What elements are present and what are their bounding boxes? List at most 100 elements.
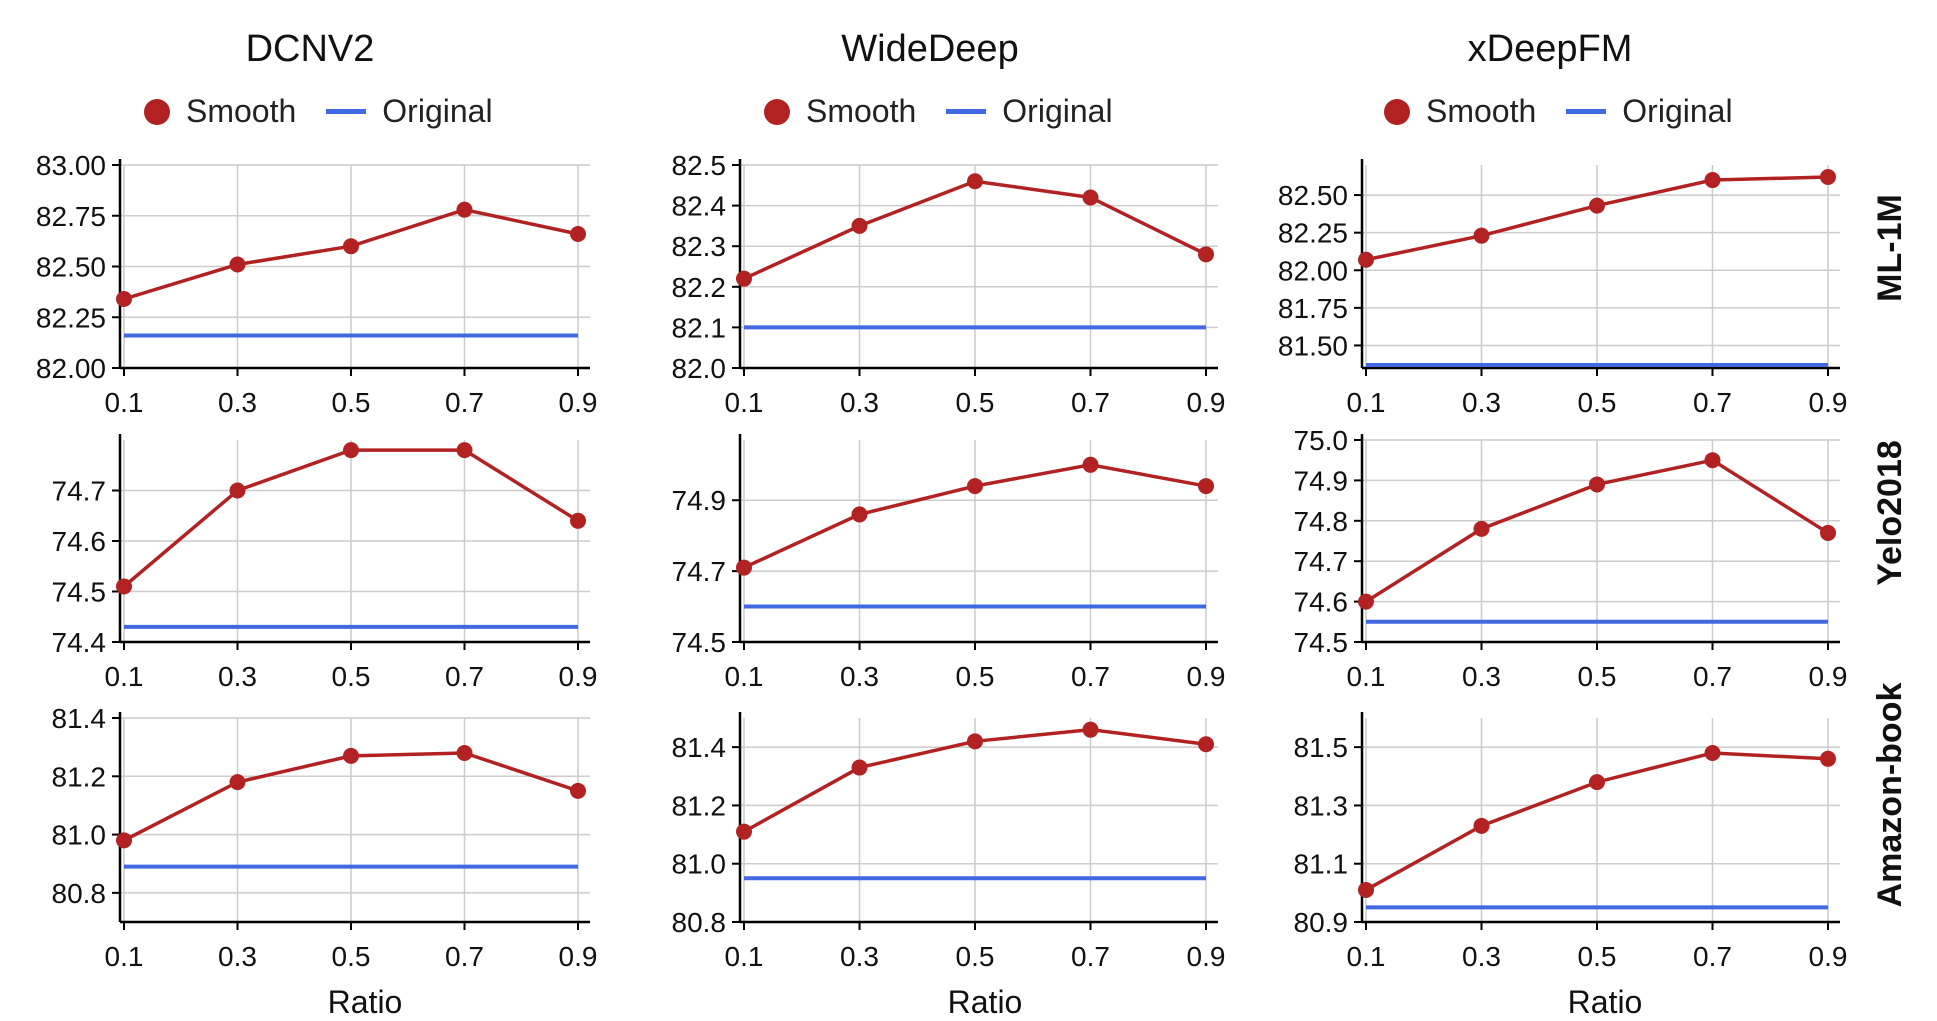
smooth-point-dcnv2-amazon-book-3 <box>456 744 473 761</box>
smooth-point-widedeep-amazon-book-2 <box>967 733 983 750</box>
x-tick-label-widedeep-yelo2018-0: 0.1 <box>725 661 764 692</box>
x-tick-label-dcnv2-yelo2018-2: 0.5 <box>332 661 371 692</box>
x-tick-label-widedeep-yelo2018-2: 0.5 <box>956 661 995 692</box>
legend-smooth-marker <box>764 98 790 125</box>
y-tick-label-dcnv2-amazon-book-2: 81.2 <box>52 761 107 792</box>
x-tick-label-widedeep-ml-1m-1: 0.3 <box>840 387 879 418</box>
smooth-point-dcnv2-amazon-book-2 <box>343 747 359 764</box>
x-tick-label-widedeep-ml-1m-3: 0.7 <box>1071 387 1110 418</box>
smooth-point-widedeep-amazon-book-1 <box>851 759 868 776</box>
legend-dcnv2: Smooth Original <box>144 93 493 130</box>
x-tick-label-xdeepfm-ml-1m-1: 0.3 <box>1462 387 1501 418</box>
x-tick-label-dcnv2-amazon-book-3: 0.7 <box>445 941 484 972</box>
column-title-dcnv2: DCNV2 <box>245 28 375 70</box>
smooth-point-dcnv2-yelo2018-0 <box>116 578 132 595</box>
legend-original-marker <box>1566 109 1607 114</box>
x-tick-label-widedeep-yelo2018-3: 0.7 <box>1071 661 1110 692</box>
legend-original-label: Original <box>1002 93 1113 129</box>
smooth-point-xdeepfm-amazon-book-0 <box>1358 881 1374 898</box>
y-tick-label-dcnv2-ml-1m-3: 82.75 <box>36 201 106 232</box>
smooth-point-widedeep-amazon-book-0 <box>736 823 752 840</box>
x-tick-label-dcnv2-ml-1m-3: 0.7 <box>445 387 484 418</box>
x-tick-label-widedeep-amazon-book-4: 0.9 <box>1187 941 1226 972</box>
smooth-point-xdeepfm-yelo2018-3 <box>1704 452 1721 469</box>
x-tick-label-xdeepfm-amazon-book-2: 0.5 <box>1578 941 1617 972</box>
smooth-point-xdeepfm-yelo2018-1 <box>1473 520 1490 537</box>
x-tick-label-xdeepfm-yelo2018-3: 0.7 <box>1693 661 1732 692</box>
x-tick-label-xdeepfm-ml-1m-3: 0.7 <box>1693 387 1732 418</box>
legend-smooth-label: Smooth <box>806 93 917 129</box>
y-tick-label-widedeep-ml-1m-5: 82.5 <box>672 150 727 181</box>
smooth-point-dcnv2-amazon-book-1 <box>229 774 246 791</box>
x-tick-label-widedeep-ml-1m-2: 0.5 <box>956 387 995 418</box>
smooth-point-dcnv2-yelo2018-3 <box>456 442 473 459</box>
x-tick-label-dcnv2-ml-1m-0: 0.1 <box>105 387 144 418</box>
smooth-point-xdeepfm-ml-1m-4 <box>1820 169 1836 186</box>
y-tick-label-widedeep-ml-1m-4: 82.4 <box>672 191 727 222</box>
x-tick-label-widedeep-yelo2018-1: 0.3 <box>840 661 879 692</box>
x-axis-label-widedeep: Ratio <box>947 984 1023 1020</box>
x-tick-label-xdeepfm-yelo2018-0: 0.1 <box>1347 661 1386 692</box>
smooth-point-widedeep-ml-1m-3 <box>1082 189 1099 206</box>
y-tick-label-widedeep-yelo2018-2: 74.9 <box>672 485 727 516</box>
smooth-point-widedeep-yelo2018-0 <box>736 559 752 576</box>
legend-original-marker <box>946 109 987 114</box>
y-tick-label-xdeepfm-yelo2018-4: 74.9 <box>1294 465 1349 496</box>
y-tick-label-xdeepfm-yelo2018-3: 74.8 <box>1294 506 1349 537</box>
x-tick-label-widedeep-amazon-book-0: 0.1 <box>725 941 764 972</box>
smooth-point-dcnv2-yelo2018-2 <box>343 442 359 459</box>
smooth-point-xdeepfm-amazon-book-1 <box>1473 817 1490 834</box>
y-tick-label-dcnv2-amazon-book-3: 81.4 <box>52 703 107 734</box>
y-tick-label-dcnv2-ml-1m-4: 83.00 <box>36 150 106 181</box>
smooth-point-dcnv2-ml-1m-1 <box>229 256 246 273</box>
x-tick-label-widedeep-amazon-book-3: 0.7 <box>1071 941 1110 972</box>
y-tick-label-xdeepfm-yelo2018-1: 74.6 <box>1294 587 1349 618</box>
y-tick-label-xdeepfm-amazon-book-0: 80.9 <box>1294 907 1349 938</box>
y-tick-label-widedeep-amazon-book-1: 81.0 <box>672 849 727 880</box>
legend-xdeepfm: Smooth Original <box>1384 93 1733 130</box>
legend-original-label: Original <box>382 93 493 129</box>
x-tick-label-dcnv2-yelo2018-1: 0.3 <box>218 661 257 692</box>
smooth-point-dcnv2-ml-1m-2 <box>343 238 359 255</box>
y-tick-label-xdeepfm-ml-1m-3: 82.25 <box>1278 218 1348 249</box>
y-tick-label-widedeep-yelo2018-0: 74.5 <box>672 627 727 658</box>
y-tick-label-widedeep-ml-1m-1: 82.1 <box>672 312 727 343</box>
smooth-point-widedeep-amazon-book-4 <box>1198 736 1214 753</box>
x-tick-label-dcnv2-yelo2018-4: 0.9 <box>559 661 598 692</box>
smooth-point-xdeepfm-amazon-book-2 <box>1589 774 1605 791</box>
x-tick-label-dcnv2-amazon-book-0: 0.1 <box>105 941 144 972</box>
smooth-point-xdeepfm-ml-1m-3 <box>1704 172 1721 189</box>
x-tick-label-xdeepfm-ml-1m-0: 0.1 <box>1347 387 1386 418</box>
smooth-point-widedeep-amazon-book-3 <box>1082 721 1099 738</box>
y-tick-label-xdeepfm-yelo2018-2: 74.7 <box>1294 546 1349 577</box>
y-tick-label-widedeep-ml-1m-0: 82.0 <box>672 353 727 384</box>
y-tick-label-dcnv2-yelo2018-1: 74.5 <box>52 577 107 608</box>
smooth-point-widedeep-yelo2018-1 <box>851 506 868 523</box>
x-tick-label-xdeepfm-yelo2018-2: 0.5 <box>1578 661 1617 692</box>
legend-smooth-marker <box>1384 98 1410 125</box>
x-tick-label-widedeep-ml-1m-0: 0.1 <box>725 387 764 418</box>
smooth-point-xdeepfm-amazon-book-4 <box>1820 750 1836 767</box>
y-tick-label-xdeepfm-ml-1m-1: 81.75 <box>1278 293 1348 324</box>
y-tick-label-xdeepfm-ml-1m-0: 81.50 <box>1278 330 1348 361</box>
smooth-point-xdeepfm-yelo2018-0 <box>1358 593 1374 610</box>
y-tick-label-widedeep-ml-1m-3: 82.3 <box>672 231 727 262</box>
smooth-point-widedeep-yelo2018-2 <box>967 478 983 495</box>
x-tick-label-dcnv2-yelo2018-3: 0.7 <box>445 661 484 692</box>
smooth-point-dcnv2-amazon-book-4 <box>570 782 586 799</box>
y-tick-label-dcnv2-yelo2018-2: 74.6 <box>52 526 107 557</box>
x-tick-label-widedeep-yelo2018-4: 0.9 <box>1187 661 1226 692</box>
y-tick-label-dcnv2-ml-1m-0: 82.00 <box>36 353 106 384</box>
y-tick-label-dcnv2-yelo2018-0: 74.4 <box>52 627 107 658</box>
y-tick-label-widedeep-amazon-book-3: 81.4 <box>672 732 727 763</box>
smooth-point-widedeep-ml-1m-1 <box>851 217 868 234</box>
smooth-point-widedeep-ml-1m-2 <box>967 173 983 190</box>
x-tick-label-widedeep-amazon-book-1: 0.3 <box>840 941 879 972</box>
legend-widedeep: Smooth Original <box>764 93 1113 130</box>
x-tick-label-dcnv2-amazon-book-4: 0.9 <box>559 941 598 972</box>
x-axis-label-xdeepfm: Ratio <box>1567 984 1643 1020</box>
smooth-point-dcnv2-ml-1m-0 <box>116 290 132 307</box>
smooth-point-xdeepfm-amazon-book-3 <box>1704 744 1721 761</box>
smooth-point-xdeepfm-ml-1m-1 <box>1473 227 1490 244</box>
